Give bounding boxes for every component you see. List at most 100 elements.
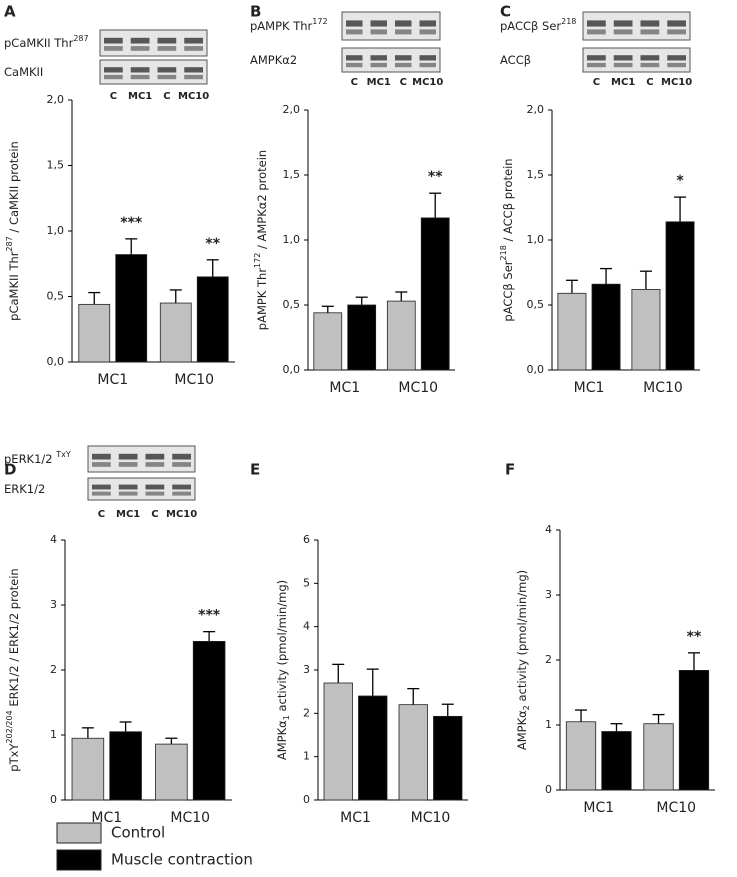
blot-band — [370, 62, 387, 68]
y-axis-label: pACCβ Ser218 / ACCβ protein — [499, 158, 515, 321]
y-axis-label: AMPKα1 activity (pmol/min/mg) — [275, 580, 292, 760]
y-tick-label: 3 — [545, 588, 552, 601]
lane-label: MC10 — [178, 91, 209, 102]
bar — [347, 304, 377, 371]
blot-band — [92, 462, 111, 467]
y-tick-label: 3 — [50, 598, 57, 611]
blot-band — [157, 37, 177, 44]
text-part: pERK1/2 — [4, 452, 56, 466]
y-tick-label: 2 — [545, 653, 552, 666]
blot-band — [419, 29, 436, 35]
text-part: 287 — [73, 34, 88, 43]
text-part: 172 — [312, 17, 327, 26]
blot-band — [370, 20, 387, 27]
blot-row-label: ACCβ — [500, 53, 531, 67]
legend-swatch — [56, 822, 102, 844]
text-part: / ACCβ protein — [501, 158, 515, 245]
text-part: pCaMKII Thr — [7, 251, 21, 321]
y-tick-label: 1 — [50, 728, 57, 741]
blot-band — [346, 29, 363, 35]
blot-band — [130, 37, 150, 44]
lane-label: MC10 — [412, 77, 443, 88]
bar — [565, 721, 597, 791]
blot-band — [92, 491, 111, 496]
significance-mark: *** — [120, 215, 143, 231]
lane-label: C — [593, 77, 600, 88]
y-tick-label: 0,5 — [527, 298, 545, 311]
text-part: TxY — [55, 450, 71, 459]
bar — [398, 704, 428, 801]
blot-band — [640, 62, 660, 68]
blot-band — [587, 29, 606, 35]
blot-band — [118, 484, 138, 490]
blot-band — [118, 462, 138, 467]
text-part: pAMPK Thr — [250, 19, 313, 33]
text-part: AMPKα — [515, 710, 529, 750]
blot-band — [419, 20, 436, 27]
y-tick-label: 1,0 — [527, 233, 545, 246]
legend-label: Muscle contraction — [111, 851, 253, 869]
blot-band — [346, 55, 363, 61]
blot-band — [640, 55, 660, 61]
x-tick-label: MC1 — [574, 380, 605, 396]
y-tick-label: 0,0 — [47, 355, 65, 368]
panel-label: E — [250, 461, 260, 479]
y-tick-label: 0 — [303, 793, 310, 806]
blot-band — [92, 453, 111, 460]
x-tick-label: MC1 — [91, 810, 122, 826]
blot-band — [613, 55, 633, 61]
blot-band — [130, 46, 150, 51]
blot-row-label: CaMKII — [4, 65, 43, 79]
y-tick-label: 0 — [50, 793, 57, 806]
blot-band — [613, 29, 633, 35]
blot-band — [118, 453, 138, 460]
bar — [557, 292, 587, 371]
y-axis-label: pAMPK Thr172 / AMPKα2 protein — [253, 150, 269, 330]
blot-band — [667, 55, 686, 61]
y-tick-label: 0,5 — [47, 290, 65, 303]
bar — [591, 283, 621, 371]
y-tick-label: 2,0 — [283, 103, 301, 116]
y-tick-label: 1 — [303, 750, 310, 763]
text-part: 172 — [253, 253, 262, 268]
lane-label: MC10 — [661, 77, 692, 88]
y-tick-label: 0,0 — [527, 363, 545, 376]
text-part: CaMKII — [4, 65, 43, 79]
blot-band — [395, 20, 412, 27]
y-tick-label: 2 — [50, 663, 57, 676]
bar — [71, 737, 105, 801]
blot-band — [92, 484, 111, 490]
blot-band — [419, 55, 436, 61]
blot-band — [587, 62, 606, 68]
y-tick-label: 1,5 — [527, 168, 545, 181]
y-tick-label: 5 — [303, 576, 310, 589]
blot-band — [184, 37, 203, 44]
lane-label: C — [351, 77, 358, 88]
x-tick-label: MC1 — [97, 372, 128, 388]
text-part: activity (pmol/min/mg) — [275, 580, 289, 715]
lane-label: C — [646, 77, 653, 88]
y-tick-label: 2,0 — [47, 93, 65, 106]
blot-band — [145, 484, 165, 490]
bar — [115, 254, 148, 363]
blot-band — [667, 62, 686, 68]
bar — [678, 670, 710, 791]
x-tick-label: MC10 — [174, 372, 214, 388]
blot-band — [172, 491, 191, 496]
significance-mark: ** — [428, 169, 443, 185]
y-tick-label: 6 — [303, 533, 310, 546]
blot-band — [184, 46, 203, 51]
bar — [433, 715, 463, 801]
y-tick-label: 0,0 — [283, 363, 301, 376]
y-tick-label: 1,0 — [47, 224, 65, 237]
blot-row-label: pERK1/2 TxY — [4, 450, 71, 466]
significance-mark: ** — [687, 629, 702, 645]
x-tick-label: MC10 — [643, 380, 683, 396]
bar — [192, 641, 226, 801]
blot-band — [613, 62, 633, 68]
x-tick-label: MC10 — [656, 800, 696, 816]
blot-band — [346, 20, 363, 27]
lane-label: MC10 — [166, 509, 197, 520]
text-part: 1 — [282, 715, 291, 720]
bar — [323, 682, 353, 801]
